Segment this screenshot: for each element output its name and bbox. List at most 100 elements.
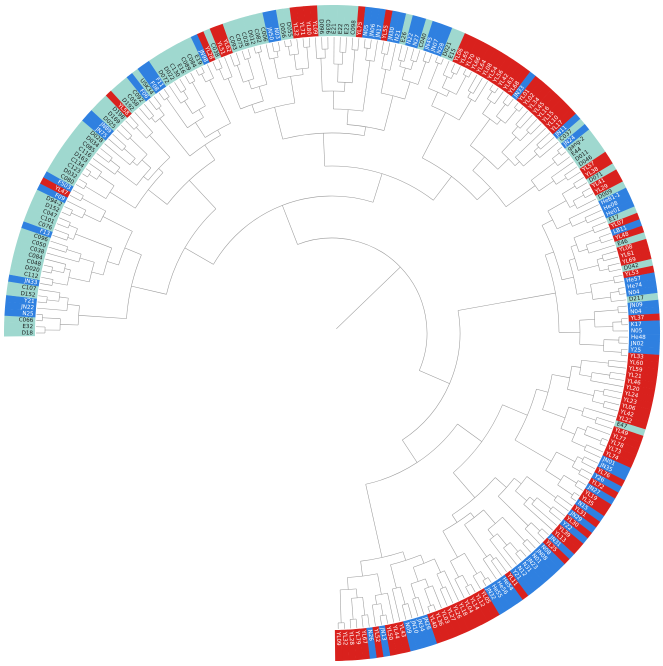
tree-branch — [442, 61, 450, 76]
leaf-color-segment — [619, 252, 652, 267]
leaf-color-segment — [472, 591, 494, 622]
leaf-label: YL51 — [215, 40, 226, 56]
tree-branch — [547, 200, 567, 212]
leaf-label: N26 — [366, 629, 373, 641]
tree-branch-arc — [584, 426, 588, 435]
tree-branch — [383, 95, 394, 131]
leaf-label: E23 — [344, 23, 351, 34]
tree-branch — [451, 73, 455, 79]
tree-branch-arc — [347, 124, 385, 131]
tree-branch-arc — [102, 247, 113, 276]
tree-branch-arc — [453, 404, 503, 473]
leaf-color-segment — [23, 214, 55, 232]
leaf-color-segment — [478, 588, 500, 619]
tree-branch-arc — [549, 506, 554, 512]
tree-branch — [381, 53, 385, 69]
leaf-color-segment — [578, 493, 608, 517]
tree-branch-arc — [243, 78, 254, 83]
tree-branch — [64, 206, 73, 211]
leaf-color-segment — [368, 7, 380, 40]
tree-branch — [224, 57, 233, 77]
tree-branch — [613, 274, 623, 278]
leaf-color-segment — [538, 542, 565, 570]
leaf-color-segment — [323, 5, 332, 37]
tree-branch — [163, 89, 170, 97]
leaf-label: F11 — [154, 77, 165, 89]
leaf-color-segment — [334, 629, 343, 661]
tree-branch-arc — [251, 84, 268, 90]
tree-branch — [572, 220, 587, 227]
tree-branch — [402, 439, 418, 463]
tree-branch — [132, 161, 138, 166]
leaf-color-segment — [612, 225, 645, 243]
leaf-color-segment — [349, 5, 359, 37]
leaf-label: K17 — [631, 322, 642, 328]
tree-branch-arc — [105, 185, 115, 199]
tree-branch — [591, 372, 610, 376]
tree-branch — [361, 615, 364, 628]
tree-branch — [40, 283, 53, 286]
tree-branch — [134, 112, 153, 133]
tree-branch — [302, 38, 305, 48]
leaf-label: F08 — [148, 81, 159, 93]
leaf-color-segment — [623, 272, 656, 285]
tree-branch-arc — [450, 71, 457, 75]
tree-branch — [599, 233, 611, 238]
leaf-label: C112 — [23, 272, 38, 281]
tree-branch — [52, 282, 68, 286]
tree-branch-arc — [136, 167, 152, 186]
leaf-color-segment — [242, 15, 258, 48]
tree-branch — [467, 74, 478, 91]
leaf-label: JN30 — [388, 26, 397, 41]
leaf-label: JN17 — [375, 24, 383, 39]
tree-branch-arc — [551, 177, 557, 185]
leaf-color-segment — [216, 23, 234, 56]
leaf-color-segment — [516, 75, 542, 105]
tree-branch — [496, 104, 506, 117]
tree-branch — [339, 589, 342, 623]
leaf-color-segment — [296, 6, 307, 38]
leaf-color-segment — [480, 48, 502, 79]
leaf-label: N04 — [628, 289, 640, 297]
tree-branch — [574, 492, 580, 496]
tree-branch — [540, 137, 555, 150]
tree-branch — [487, 529, 494, 537]
tree-branch-arc — [58, 292, 61, 302]
tree-branch — [587, 215, 604, 224]
leaf-color-segment — [137, 64, 162, 94]
tree-branch-arc — [435, 61, 442, 65]
leaf-label: YL03 — [439, 609, 450, 625]
tree-branch — [129, 137, 148, 155]
tree-branch — [419, 370, 450, 384]
tree-branch-arc — [515, 549, 521, 554]
tree-branch-arc — [440, 586, 446, 590]
tree-branch-arc — [187, 117, 204, 129]
tree-branch — [198, 109, 204, 118]
tree-branch — [588, 244, 615, 254]
tree-branch — [462, 574, 469, 586]
leaf-label: D020 — [24, 265, 40, 274]
leaf-color-segment — [572, 140, 602, 164]
leaf-color-segment — [499, 574, 523, 604]
tree-branch — [581, 415, 597, 421]
tree-branch-arc — [609, 292, 612, 302]
leaf-color-segment — [423, 20, 440, 53]
tree-branch-arc — [412, 597, 419, 600]
leaf-color-segment — [589, 169, 620, 191]
tree-branch — [59, 296, 69, 299]
tree-branch — [379, 615, 382, 625]
leaf-color-segment — [100, 95, 128, 123]
tree-branch-arc — [496, 116, 506, 124]
leaf-color-segment — [511, 71, 536, 101]
leaf-color-segment — [627, 299, 659, 310]
tree-branch — [174, 82, 182, 93]
leaf-label: C082 — [252, 28, 261, 44]
tree-branch — [514, 477, 522, 485]
tree-branch-arc — [81, 210, 87, 219]
tree-branch — [515, 127, 546, 158]
tree-branch — [104, 143, 131, 165]
leaf-color-segment — [411, 16, 427, 49]
leaf-color-segment — [390, 622, 404, 655]
tree-branch — [573, 177, 584, 184]
tree-branch — [302, 68, 304, 75]
